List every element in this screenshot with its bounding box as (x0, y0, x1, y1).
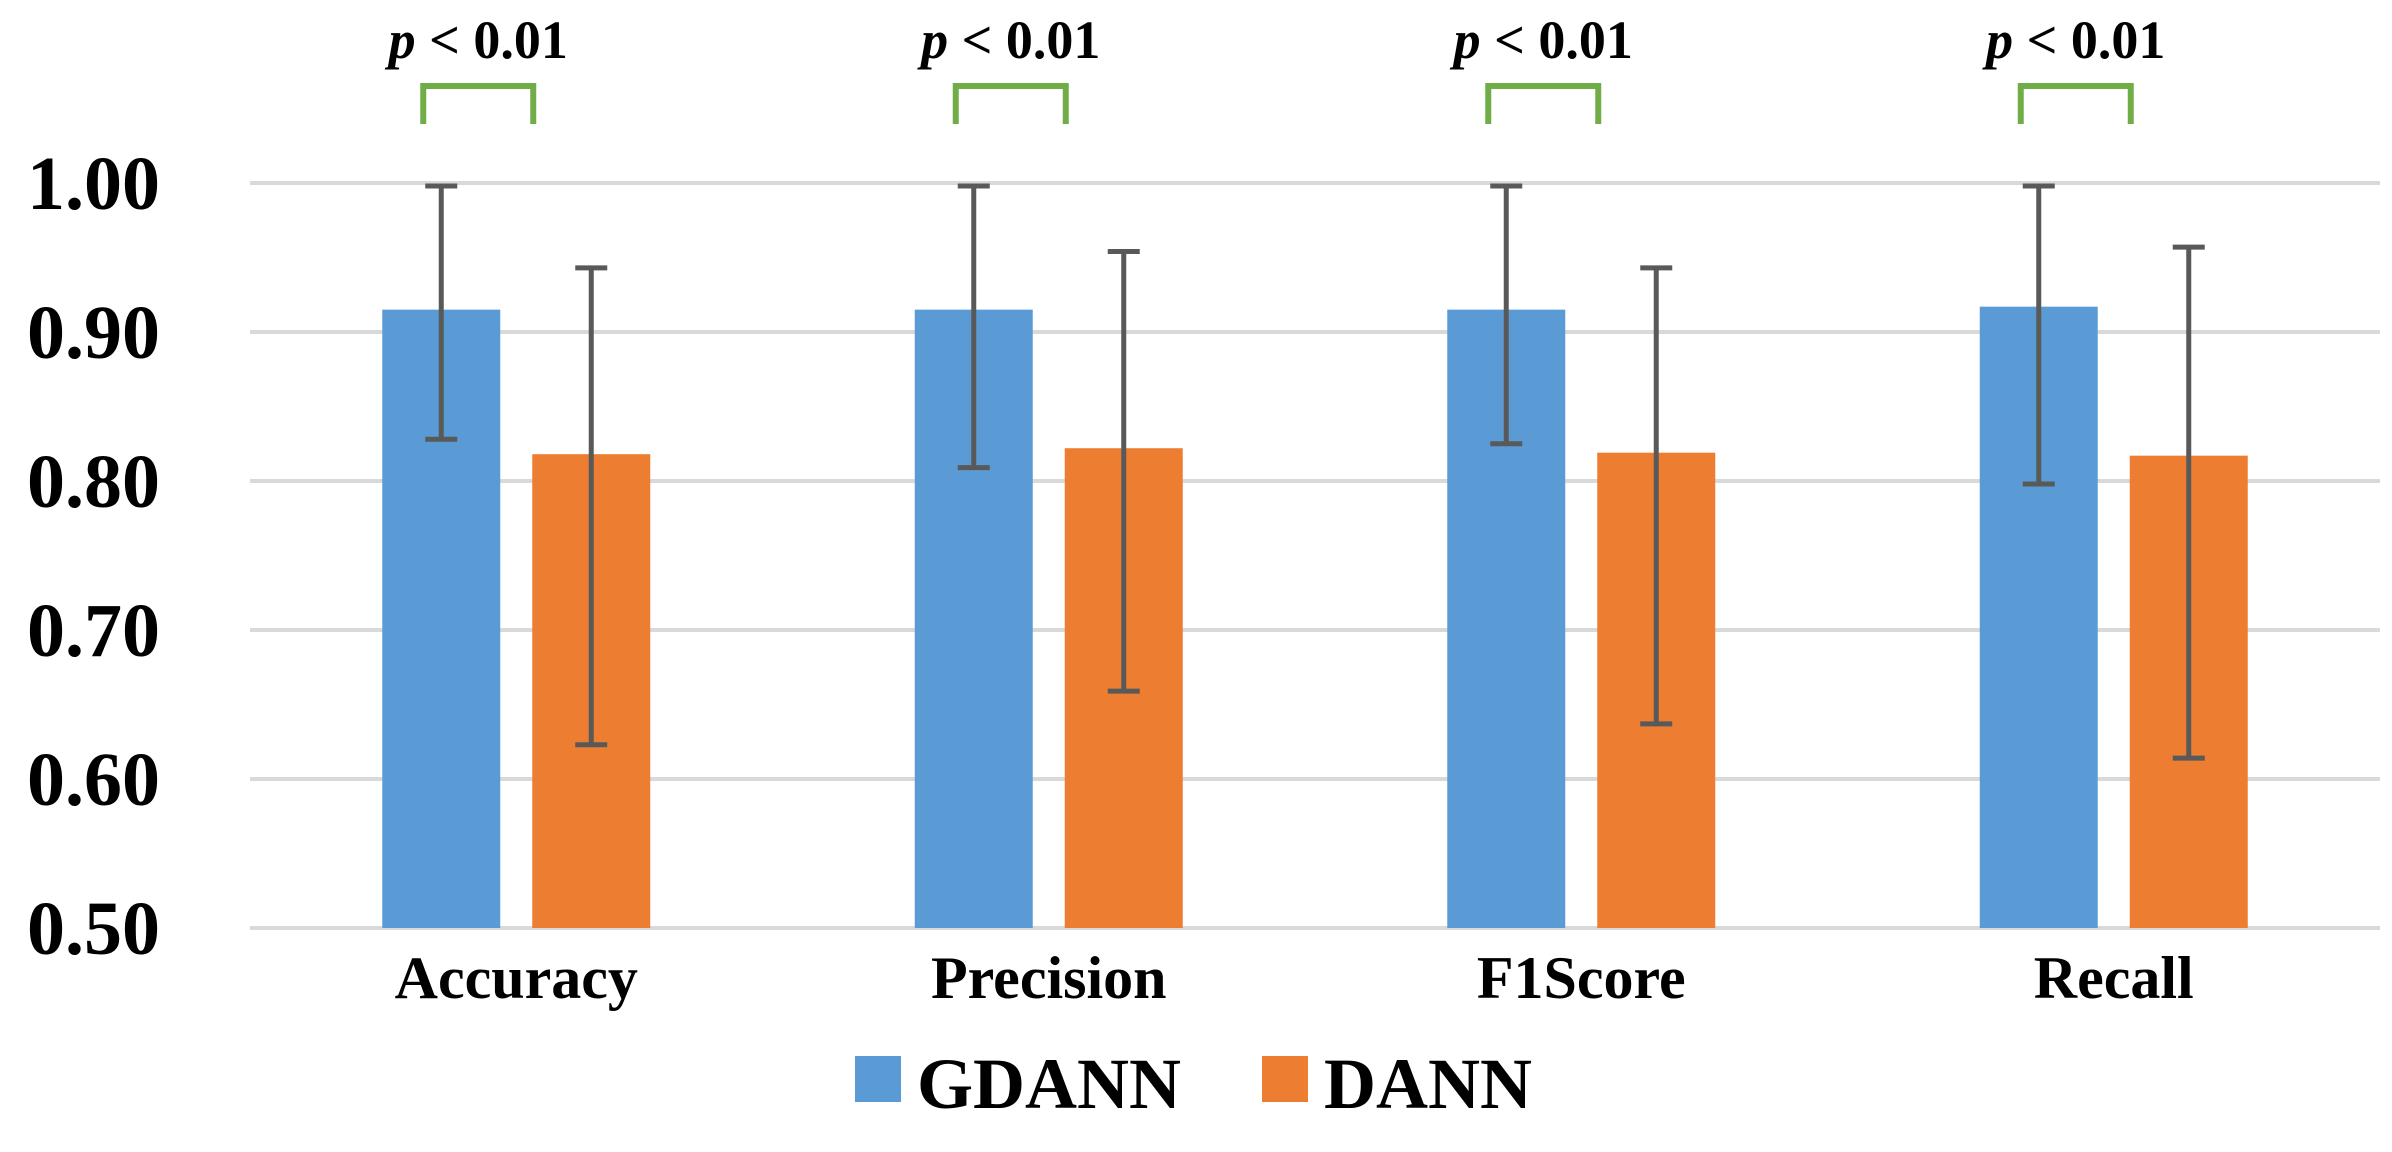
y-tick-label: 0.80 (27, 440, 160, 524)
significance-label: p < 0.01 (917, 10, 1100, 70)
y-tick-label: 1.00 (27, 142, 160, 226)
y-tick-label: 0.60 (27, 738, 160, 822)
significance-label: p < 0.01 (1450, 10, 1633, 70)
x-tick-label: Precision (931, 945, 1167, 1011)
legend-label-dann: DANN (1324, 1044, 1532, 1124)
legend-label-gdann: GDANN (917, 1044, 1181, 1124)
legend: GDANN DANN (855, 1044, 1532, 1124)
x-tick-label: F1Score (1477, 945, 1686, 1011)
significance-annotations: p < 0.01 p < 0.01 p < 0.01 p < 0.01 (385, 10, 2165, 124)
significance-bracket (420, 83, 537, 124)
error-bars (425, 183, 2205, 761)
y-tick-label: 0.90 (27, 291, 160, 375)
significance-bracket (2017, 83, 2134, 124)
significance-label: p < 0.01 (385, 10, 568, 70)
bars (382, 306, 2248, 928)
significance-bracket (1485, 83, 1602, 124)
y-axis-ticks: 0.50 0.60 0.70 0.80 0.90 1.00 (27, 142, 160, 971)
x-tick-label: Recall (2034, 945, 2194, 1011)
legend-swatch-gdann (855, 1056, 901, 1102)
significance-label: p < 0.01 (1982, 10, 2165, 70)
y-tick-label: 0.50 (27, 887, 160, 971)
legend-swatch-dann (1262, 1056, 1308, 1102)
significance-bracket (952, 83, 1069, 124)
x-axis-labels: Accuracy Precision F1Score Recall (395, 945, 2194, 1011)
x-tick-label: Accuracy (395, 945, 638, 1011)
y-tick-label: 0.70 (27, 589, 160, 673)
